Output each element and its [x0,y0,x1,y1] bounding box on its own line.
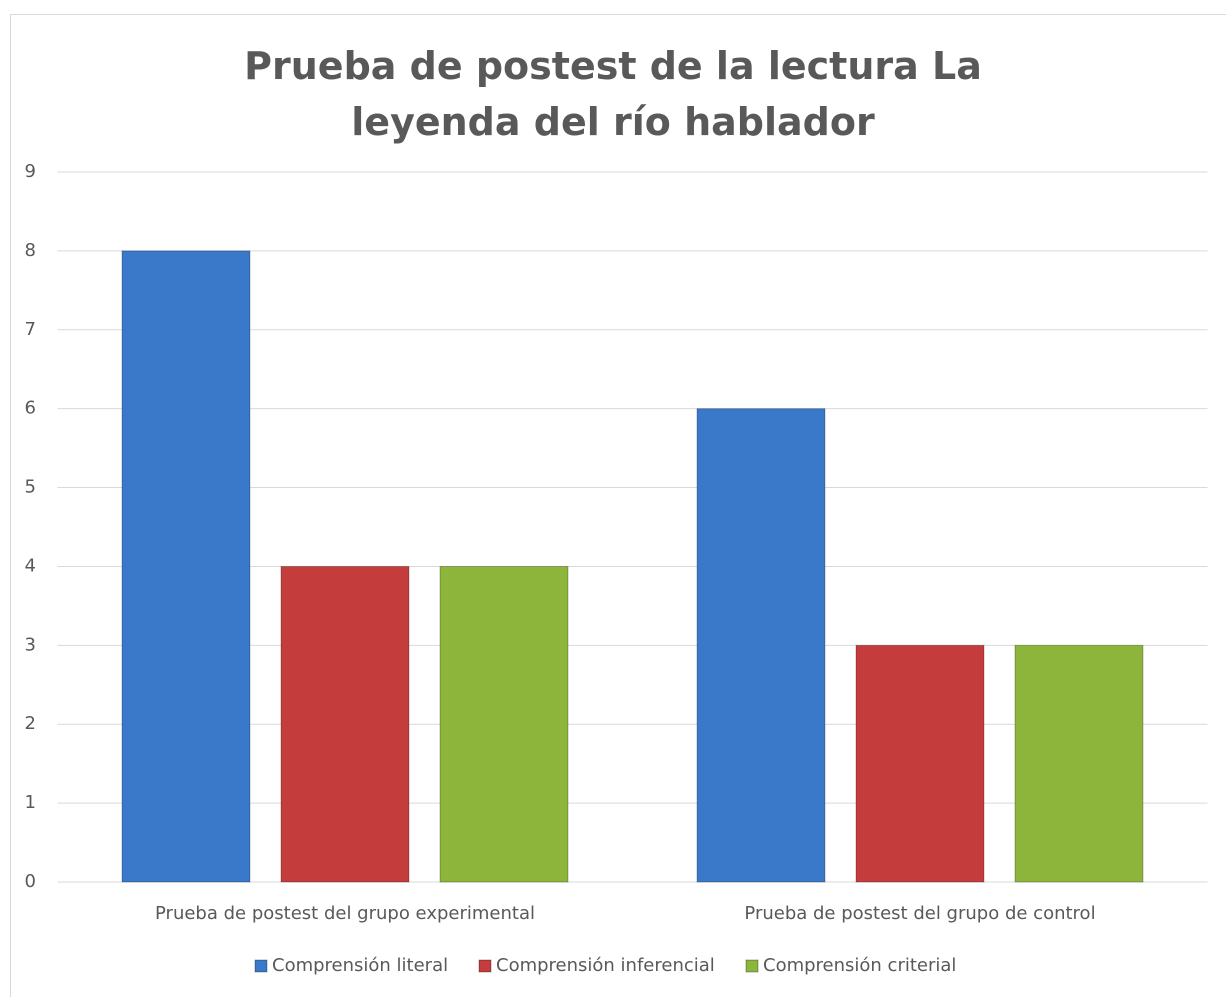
y-tick-label: 4 [25,555,36,576]
bar [855,644,985,883]
bar [1014,644,1144,883]
bar [696,408,826,883]
y-tick-label: 0 [25,871,36,892]
y-tick-label: 9 [25,161,36,182]
y-tick-label: 6 [25,398,36,419]
y-tick-label: 1 [25,792,36,813]
legend-label: Comprensión criterial [763,955,956,976]
chart-border [10,14,1226,997]
legend-label: Comprensión literal [272,955,448,976]
chart-title: Prueba de postest de la lectura La leyen… [244,44,982,144]
legend-label: Comprensión inferencial [496,955,715,976]
x-tick-label: Prueba de postest del grupo de control [744,903,1095,924]
bar [439,565,569,883]
legend-swatch [745,959,759,973]
bar [280,565,410,883]
y-tick-label: 5 [25,477,36,498]
y-tick-label: 7 [25,319,36,340]
bar [121,250,251,883]
legend-swatch [254,959,268,973]
y-tick-label: 8 [25,240,36,261]
y-tick-label: 2 [25,713,36,734]
x-tick-label: Prueba de postest del grupo experimental [155,903,535,924]
legend-swatch [478,959,492,973]
y-tick-label: 3 [25,634,36,655]
